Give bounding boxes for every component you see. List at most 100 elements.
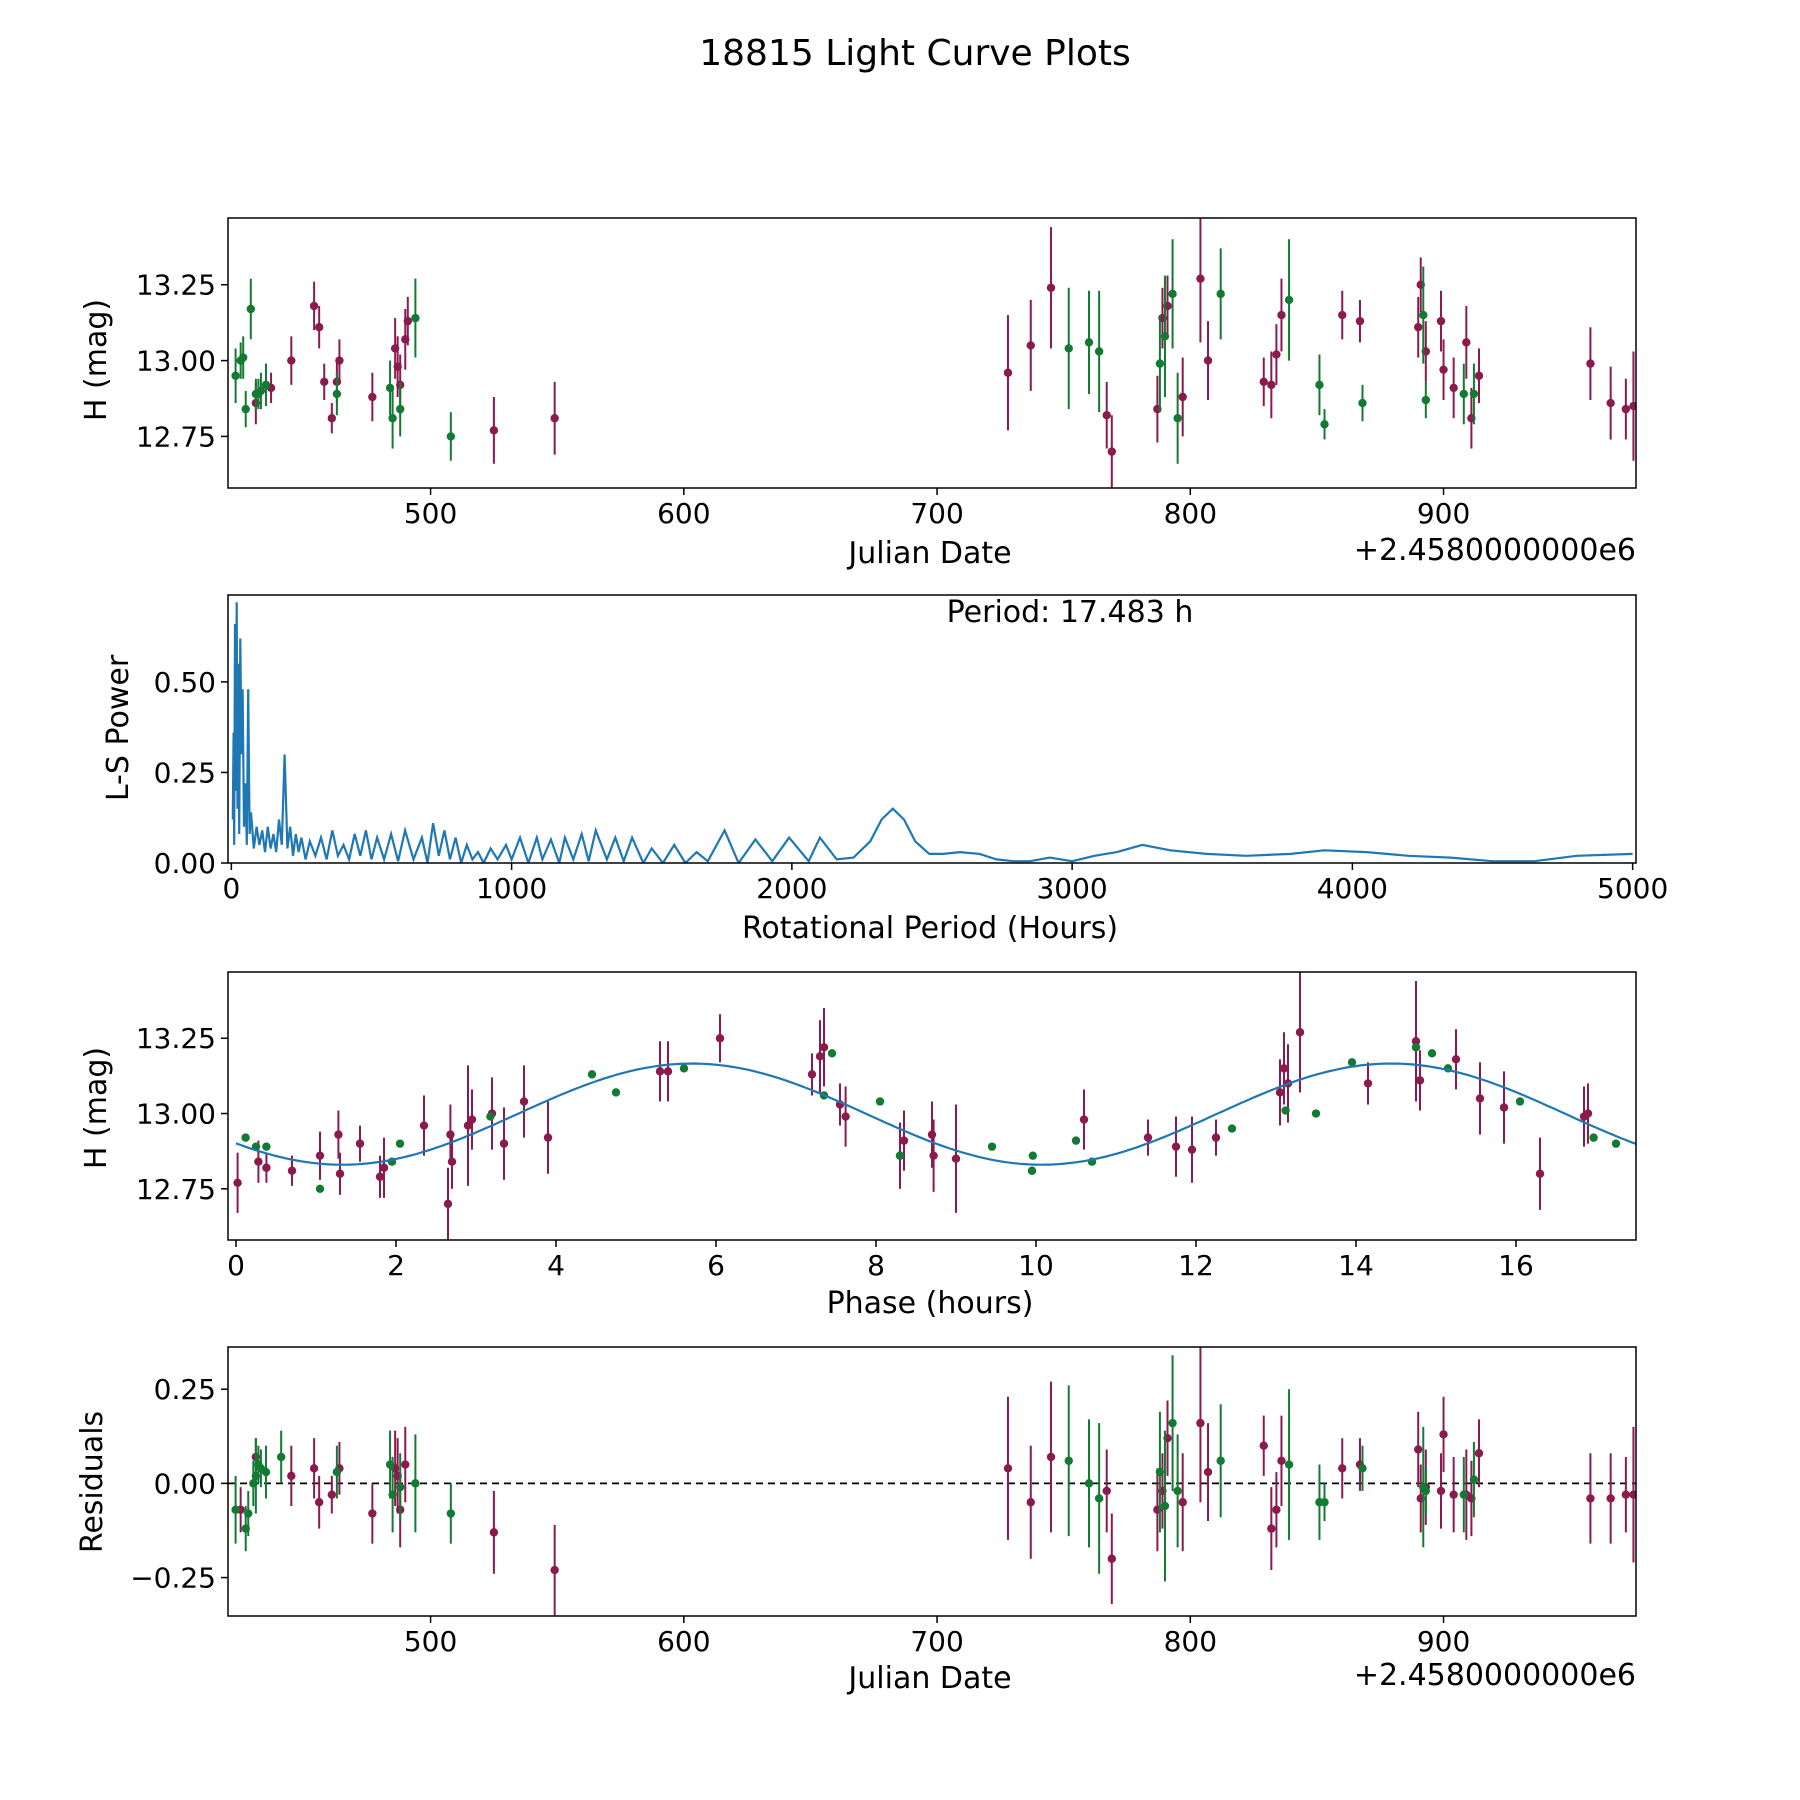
lightcurve-point (1259, 377, 1268, 387)
residuals-point (1003, 1464, 1013, 1473)
residuals-ytick-label: 0.25 (154, 1373, 216, 1406)
panel-lightcurve: Julian Date H (mag) +2.4580000000e6 500 6… (79, 217, 1637, 571)
phased-point (1143, 1133, 1153, 1142)
lightcurve-point (1160, 332, 1170, 341)
lightcurve-point (1459, 389, 1468, 399)
lightcurve-point (1315, 380, 1324, 390)
phased-point (815, 1052, 825, 1061)
phased-point (233, 1178, 242, 1187)
phased-point (895, 1151, 905, 1160)
periodogram-data-layer (231, 602, 1633, 863)
lightcurve-point (1102, 410, 1111, 420)
lightcurve-point (246, 304, 255, 314)
phased-point (443, 1199, 453, 1209)
lightcurve-point (231, 371, 240, 380)
residuals-point (1173, 1486, 1182, 1496)
phased-point (715, 1034, 725, 1043)
lightcurve-point (1606, 398, 1615, 408)
lightcurve-point (396, 404, 405, 414)
lightcurve-point (388, 414, 397, 423)
phased-point (379, 1163, 389, 1172)
lightcurve-point (256, 386, 266, 396)
periodogram-axes-frame (227, 594, 1637, 864)
residuals-ytick-label: −0.25 (130, 1562, 216, 1595)
periodogram-xtick-label: 2000 (756, 872, 827, 905)
lightcurve-point (309, 301, 319, 311)
residuals-point (446, 1509, 456, 1518)
phased-point (1611, 1139, 1621, 1148)
lightcurve-ytick-label: 13.25 (136, 269, 216, 302)
phased-data-layer (233, 972, 1621, 1240)
periodogram-xlabel: Rotational Period (Hours) (742, 911, 1118, 946)
lightcurve-point (1436, 316, 1446, 326)
residuals-point (261, 1467, 271, 1477)
residuals-point (1196, 1418, 1205, 1428)
lightcurve-point (403, 316, 412, 326)
phased-point (375, 1172, 385, 1181)
phased-point (655, 1067, 665, 1076)
residuals-xtick-label: 700 (910, 1625, 963, 1658)
phased-xtick-label: 0 (227, 1249, 245, 1282)
phased-ytick-label: 13.00 (136, 1098, 216, 1131)
phased-xtick-label: 12 (1178, 1249, 1214, 1282)
panel-residuals: Julian Date Residuals +2.4580000000e6 50… (75, 1346, 1637, 1696)
phased-xlabel: Phase (hours) (827, 1286, 1034, 1321)
lightcurve-point (1338, 310, 1347, 320)
residuals-point (1338, 1464, 1347, 1473)
phased-point (951, 1154, 961, 1163)
periodogram-ytick-label: 0.50 (154, 666, 216, 699)
panel-phased: Phase (hours) H (mag) 0 2 4 6 8 10 12 14 16 12.75… (79, 971, 1637, 1321)
phased-point (1411, 1043, 1421, 1052)
lightcurve-point (1173, 414, 1182, 423)
lightcurve-point (1629, 401, 1636, 411)
lightcurve-point (1203, 356, 1213, 365)
phased-point (1515, 1097, 1525, 1106)
residuals-point (1216, 1456, 1225, 1465)
lightcurve-point (1026, 341, 1035, 350)
lightcurve-axes-frame (227, 217, 1637, 489)
lightcurve-point (1267, 380, 1276, 390)
phased-point (262, 1142, 271, 1151)
phased-point (447, 1157, 457, 1166)
phased-point (807, 1070, 817, 1079)
lightcurve-point (327, 414, 337, 423)
phased-ytick-label: 13.25 (136, 1022, 216, 1055)
lightcurve-point (1439, 365, 1448, 374)
phased-xtick-label: 14 (1338, 1249, 1374, 1282)
phased-xtick-label: 2 (387, 1249, 405, 1282)
figure-title: 18815 Light Curve Plots (699, 33, 1131, 74)
phased-point (679, 1064, 689, 1073)
phased-point (241, 1133, 250, 1142)
periodogram-line (231, 602, 1633, 863)
phased-xtick-label: 8 (867, 1249, 885, 1282)
residuals-point (401, 1460, 410, 1469)
lightcurve-point (1284, 295, 1294, 305)
residuals-point (1606, 1494, 1615, 1503)
periodogram-xtick-label: 0 (222, 872, 240, 905)
phased-point (1027, 1166, 1037, 1175)
residuals-point (1629, 1490, 1636, 1499)
residuals-point (276, 1452, 286, 1462)
phased-point (875, 1097, 885, 1106)
phased-point (467, 1115, 477, 1124)
period-annotation: Period: 17.483 h (947, 595, 1194, 630)
residuals-point (244, 1509, 253, 1518)
phased-point (1415, 1076, 1425, 1085)
lightcurve-point (1474, 371, 1484, 380)
phased-point (899, 1136, 909, 1145)
periodogram-xtick-label: 4000 (1317, 872, 1388, 905)
phased-point (1171, 1142, 1181, 1151)
lightcurve-xtick-label: 500 (404, 497, 457, 530)
phased-point (486, 1112, 495, 1121)
residuals-point (1046, 1452, 1056, 1462)
phased-point (315, 1184, 325, 1194)
phased-point (463, 1121, 473, 1130)
lightcurve-point (1469, 389, 1479, 399)
residuals-point (550, 1565, 559, 1575)
lightcurve-point (241, 404, 250, 414)
residuals-xtick-label: 800 (1164, 1625, 1217, 1658)
phased-point (1275, 1088, 1285, 1097)
residuals-point (1439, 1430, 1448, 1439)
lightcurve-ylabel: H (mag) (79, 299, 114, 421)
